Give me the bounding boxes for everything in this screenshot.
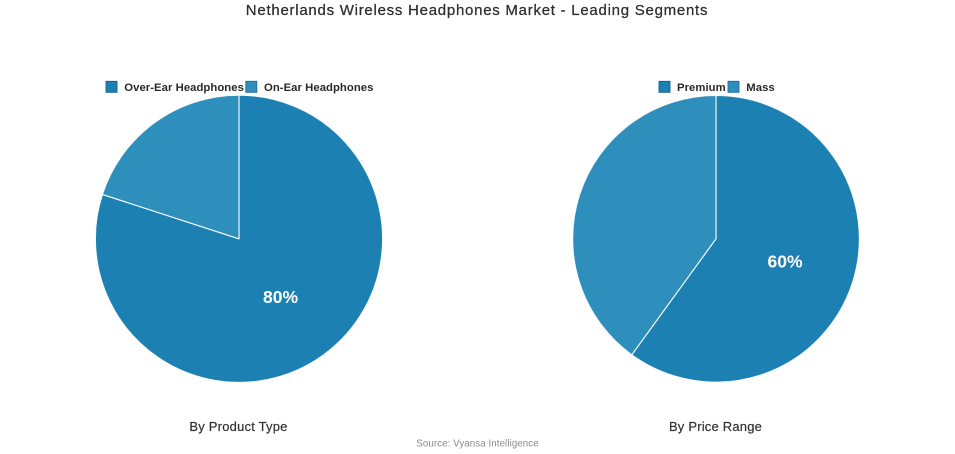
svg-text:60%: 60% bbox=[767, 251, 802, 271]
svg-text:80%: 80% bbox=[263, 287, 298, 307]
svg-text:Source: Vyansa Intelligence: Source: Vyansa Intelligence bbox=[416, 439, 538, 450]
svg-text:Mass: Mass bbox=[746, 82, 774, 94]
svg-text:Netherlands Wireless Headphone: Netherlands Wireless Headphones Market -… bbox=[246, 2, 708, 19]
svg-text:Over-Ear Headphones: Over-Ear Headphones bbox=[124, 82, 244, 94]
svg-text:By Product Type: By Product Type bbox=[189, 419, 287, 434]
svg-text:Premium: Premium bbox=[677, 82, 726, 94]
svg-text:On-Ear Headphones: On-Ear Headphones bbox=[264, 82, 373, 94]
svg-text:By Price Range: By Price Range bbox=[669, 419, 762, 434]
